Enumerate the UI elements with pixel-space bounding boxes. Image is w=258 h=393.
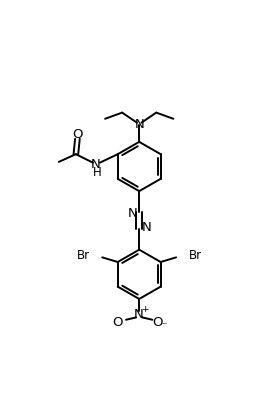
Text: N: N bbox=[127, 207, 137, 220]
Text: O: O bbox=[112, 316, 123, 329]
Text: H: H bbox=[92, 166, 101, 179]
Text: O: O bbox=[72, 128, 83, 141]
Text: Br: Br bbox=[77, 249, 90, 263]
Text: N: N bbox=[141, 221, 151, 234]
Text: N: N bbox=[134, 308, 143, 321]
Text: Br: Br bbox=[189, 249, 202, 263]
Text: +: + bbox=[141, 305, 148, 314]
Text: ⁻: ⁻ bbox=[161, 321, 167, 332]
Text: O: O bbox=[152, 316, 163, 329]
Text: N: N bbox=[91, 158, 101, 171]
Text: N: N bbox=[134, 118, 144, 131]
